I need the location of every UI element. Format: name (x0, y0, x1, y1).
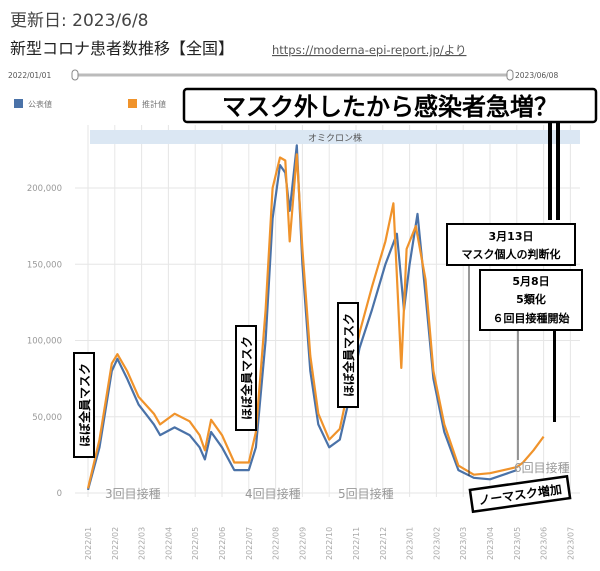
x-tick-label: 2023/05 (513, 527, 522, 560)
series-line-estimated (86, 153, 545, 489)
x-tick-label: 2022/12 (379, 527, 388, 560)
x-tick-label: 2022/09 (298, 527, 307, 560)
annotation-may8-date: 5月8日 (512, 275, 549, 288)
updated-date: 更新日: 2023/6/8 (10, 11, 148, 31)
annotation-may8-text2: ６回目接種開始 (493, 311, 570, 325)
legend-label-estimated[interactable]: 推計値 (142, 99, 166, 109)
x-tick-label: 2023/03 (459, 527, 468, 560)
range-slider-handle-start[interactable] (71, 69, 79, 81)
annotation-box-mar13 (446, 223, 576, 266)
x-tick-label: 2022/06 (218, 527, 227, 560)
dose-label-6: 6回目接種 (514, 460, 570, 475)
y-tick-label: 100,000 (27, 337, 62, 347)
range-slider-handle-end[interactable] (506, 69, 514, 81)
source-link[interactable]: https://moderna-epi-report.jp/より (272, 43, 466, 57)
x-tick-label: 2022/01 (84, 527, 93, 560)
x-tick-label: 2023/04 (486, 527, 495, 560)
x-tick-label: 2022/05 (191, 527, 200, 560)
slider-start-label: 2022/01/01 (8, 71, 51, 80)
annotation-box-may8 (479, 269, 583, 331)
annotation-may8-text1: 5類化 (516, 292, 546, 306)
headline-box (182, 87, 598, 124)
x-tick-label: 2023/07 (566, 527, 575, 560)
x-tick-label: 2022/11 (352, 527, 361, 560)
dose-label-5: 5回目接種 (338, 486, 394, 501)
mask-label-3: ほぼ全員マスク (341, 313, 356, 397)
x-tick-label: 2023/06 (540, 527, 549, 560)
headline: マスク外したから感染者急増？ (222, 93, 558, 121)
headline-pointer (556, 120, 560, 220)
page-title: 新型コロナ患者数推移【全国】 (10, 39, 234, 58)
y-tick-label: 200,000 (27, 184, 62, 194)
dose-label-3: 3回目接種 (105, 486, 161, 501)
annotation-mar13-text: マスク個人の判断化 (462, 247, 561, 261)
dose-label-4: 4回目接種 (245, 486, 301, 501)
y-tick-label: 50,000 (32, 413, 62, 423)
x-tick-label: 2022/08 (272, 527, 281, 560)
x-tick-label: 2022/10 (325, 527, 334, 560)
y-tick-label: 0 (57, 489, 62, 499)
x-tick-label: 2023/02 (432, 527, 441, 560)
omicron-band-label: オミクロン株 (308, 132, 362, 144)
x-tick-label: 2022/03 (138, 527, 147, 560)
legend-label-published[interactable]: 公表値 (28, 99, 52, 109)
y-tick-label: 150,000 (27, 260, 62, 270)
mask-label-1: ほぼ全員マスク (77, 363, 92, 447)
series-line-published (86, 144, 518, 491)
x-tick-label: 2023/01 (406, 527, 415, 560)
headline-pointer (553, 330, 556, 422)
legend-swatch-published (14, 99, 23, 108)
x-tick-label: 2022/04 (164, 527, 173, 560)
annotation-mar13-date: 3月13日 (489, 230, 534, 243)
x-tick-label: 2022/07 (245, 527, 254, 560)
slider-end-label: 2023/06/08 (515, 71, 558, 80)
legend-swatch-estimated (128, 99, 137, 108)
x-tick-label: 2022/02 (111, 527, 120, 560)
mask-label-2: ほぼ全員マスク (239, 336, 254, 420)
omicron-band (90, 130, 580, 144)
headline-pointer (548, 120, 552, 220)
